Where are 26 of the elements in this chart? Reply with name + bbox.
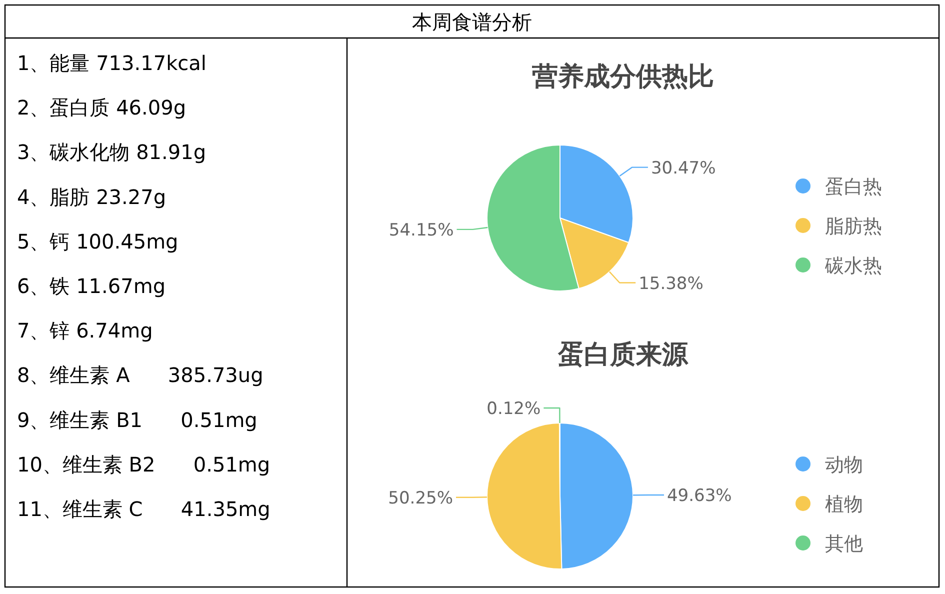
- legend-label: 植物: [825, 494, 863, 516]
- text: 11、维生素 C 41.35mg: [17, 497, 270, 521]
- data-label: 49.63%: [666, 486, 732, 506]
- legend-label: 碳水热: [824, 255, 882, 277]
- chart-title: 蛋白质来源: [557, 340, 689, 370]
- text: 6、铁 11.67mg: [17, 274, 166, 298]
- text: 7、锌 6.74mg: [17, 318, 153, 343]
- data-label: 54.15%: [388, 220, 454, 240]
- data-label: 0.12%: [486, 399, 541, 419]
- text: 9、维生素 B1 0.51mg: [17, 408, 258, 432]
- text: 10、维生素 B2 0.51mg: [17, 452, 270, 476]
- legend-label: 动物: [825, 454, 863, 476]
- data-label: 30.47%: [650, 158, 716, 178]
- text: 本周食谱分析: [412, 10, 532, 34]
- legend-label: 脂肪热: [825, 216, 882, 238]
- text: 4、脂肪 23.27g: [17, 184, 166, 209]
- text: 1、能量 713.17kcal: [17, 51, 206, 75]
- text: 2、蛋白质 46.09g: [17, 96, 186, 120]
- text: 3、碳水化物 81.91g: [17, 140, 206, 164]
- text: 5、钙 100.45mg: [17, 229, 178, 254]
- text: 8、维生素 A 385.73ug: [17, 363, 264, 388]
- data-label: 50.25%: [388, 488, 454, 508]
- data-label: 15.38%: [638, 274, 704, 294]
- chart-title: 营养成分供热比: [531, 62, 714, 92]
- legend-label: 蛋白热: [825, 176, 882, 198]
- legend-label: 其他: [825, 533, 863, 555]
